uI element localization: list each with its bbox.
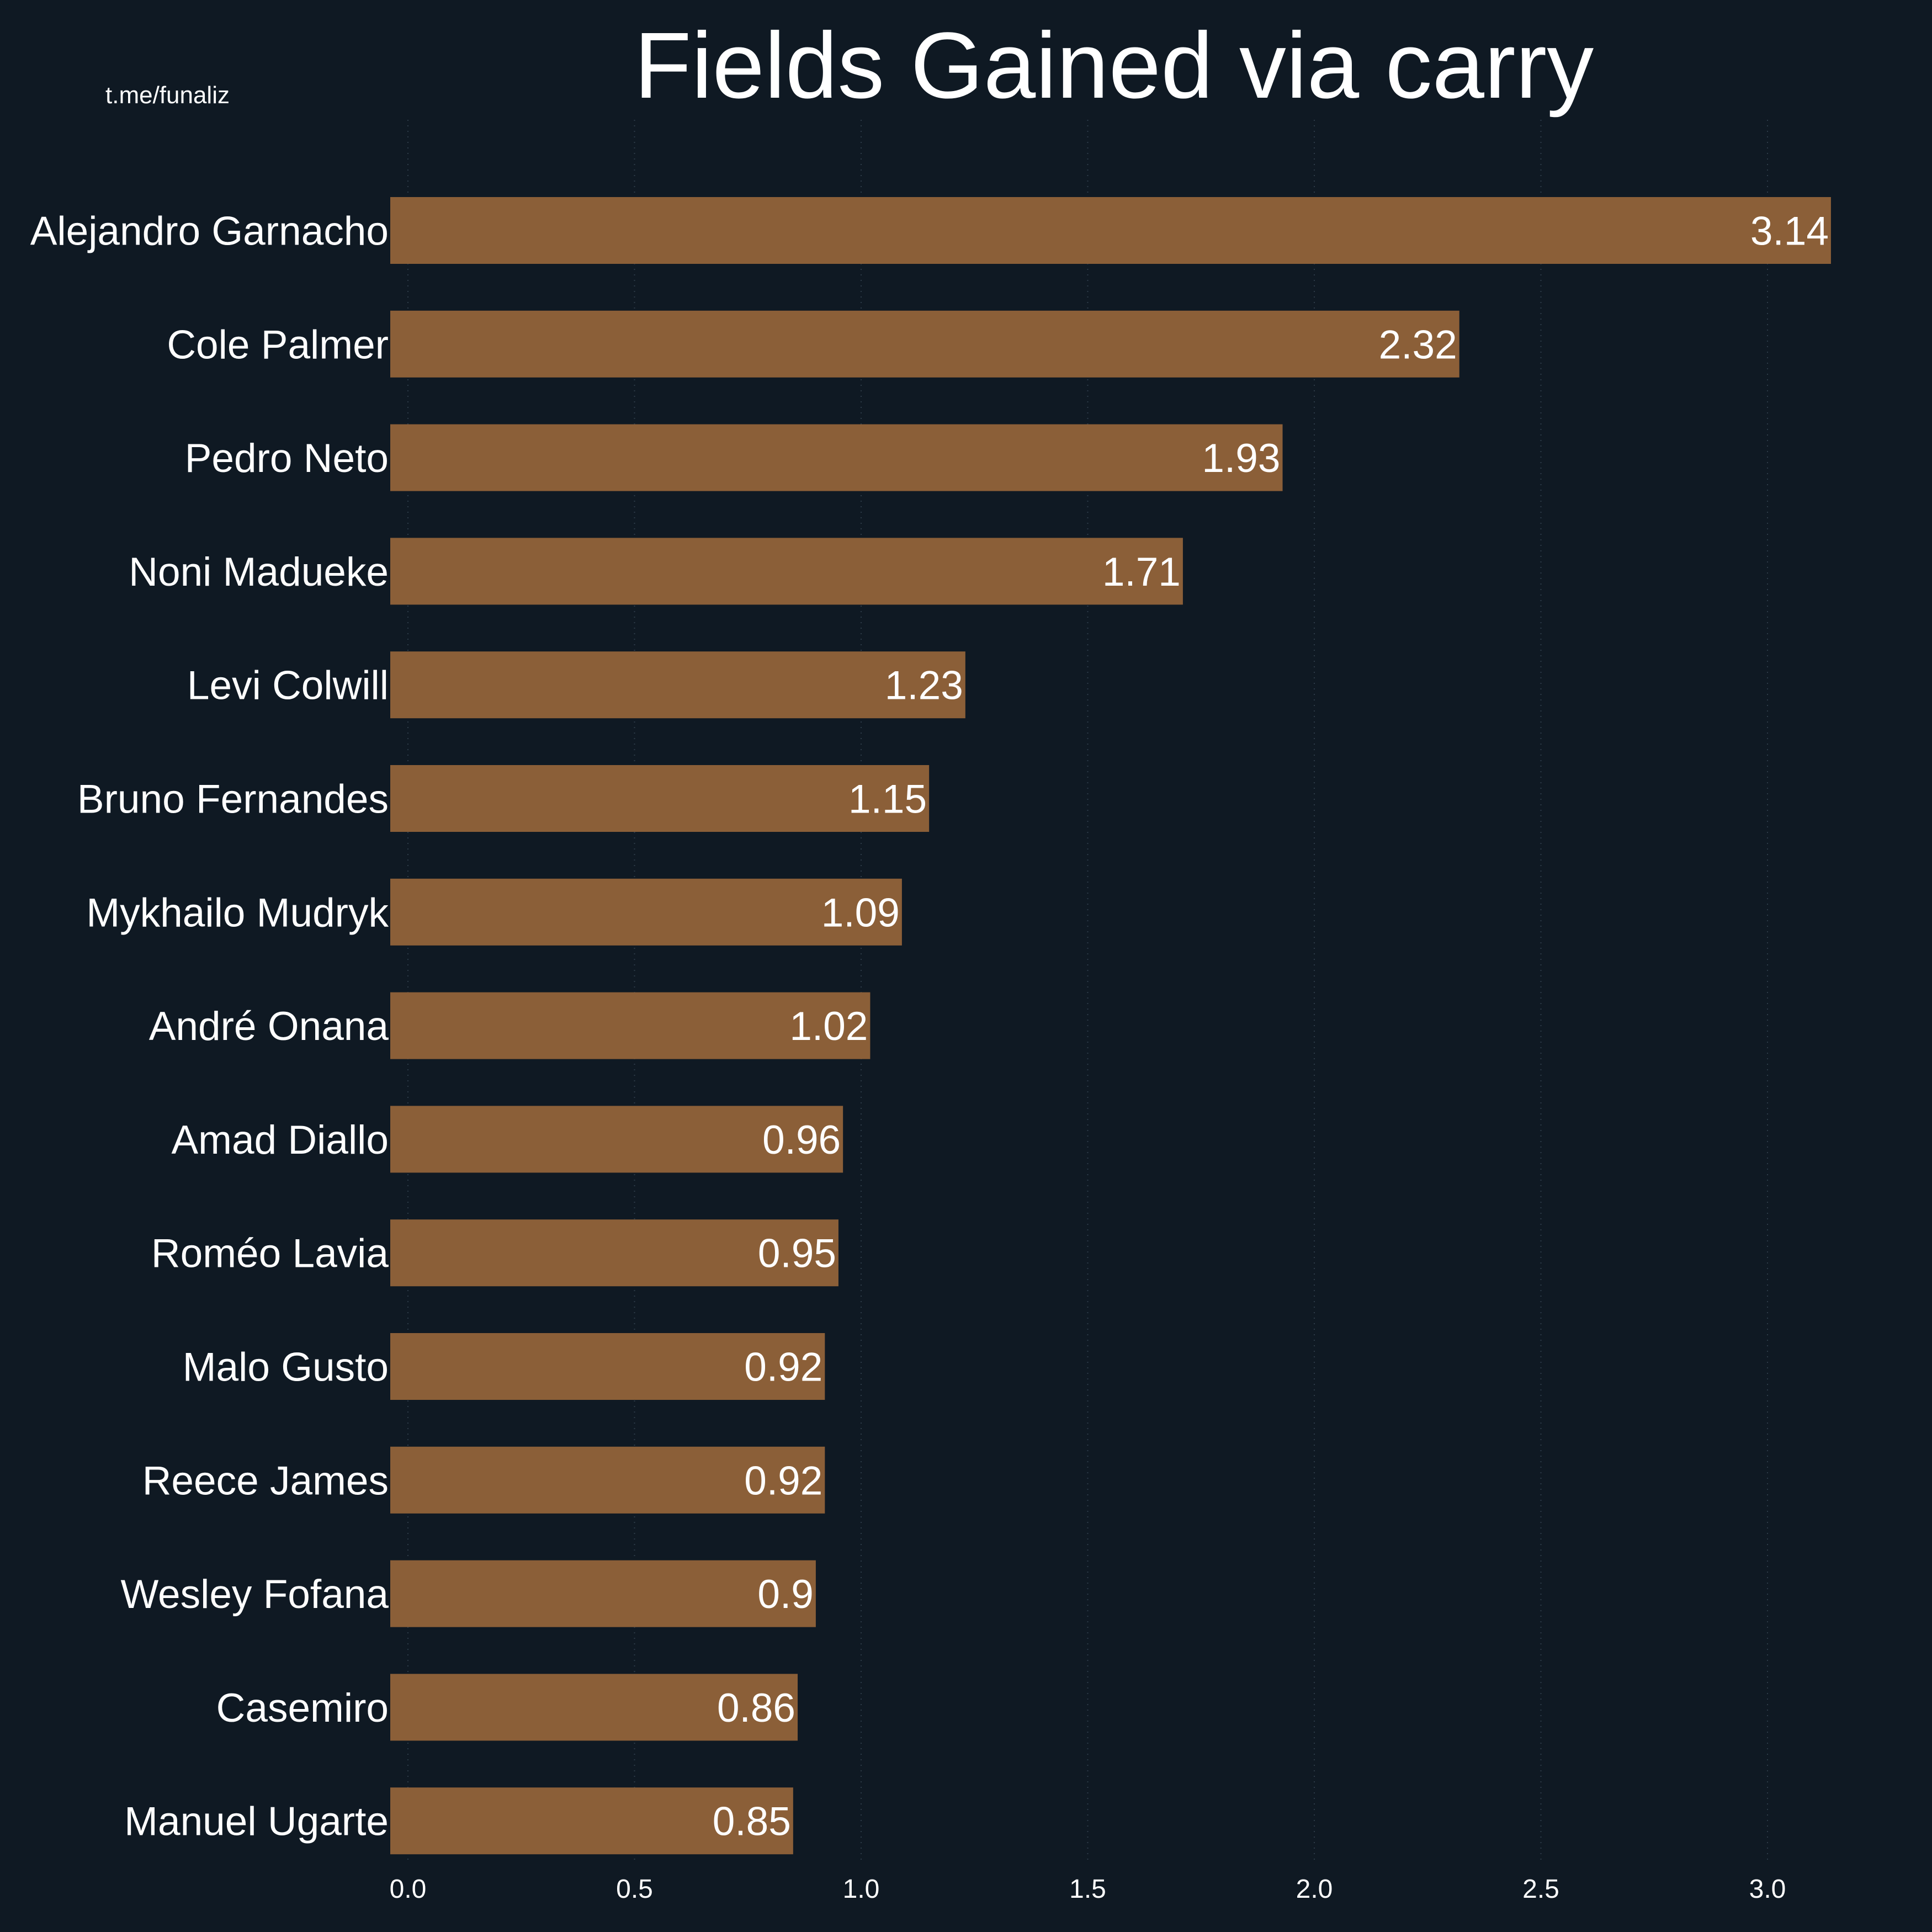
data-label: 0.9 [757, 1572, 813, 1617]
bar [390, 1446, 825, 1514]
data-label: 2.32 [1379, 322, 1457, 367]
data-label: 1.15 [848, 777, 927, 822]
data-label: 0.95 [758, 1232, 836, 1276]
y-tick-label: Noni Madueke [129, 550, 389, 595]
bar [390, 992, 871, 1059]
y-tick-label: Wesley Fofana [120, 1572, 389, 1617]
data-label: 0.85 [713, 1800, 791, 1844]
y-tick-label: Levi Colwill [187, 664, 389, 708]
watermark: t.me/funaliz [105, 82, 230, 109]
x-tick-label: 2.5 [1522, 1875, 1559, 1904]
data-label: 1.71 [1102, 550, 1181, 595]
bar [390, 538, 1183, 605]
bar [390, 651, 965, 719]
y-tick-label: André Onana [149, 1004, 389, 1049]
x-tick-label: 1.0 [843, 1875, 880, 1904]
x-tick-label: 2.0 [1296, 1875, 1333, 1904]
y-tick-label: Alejandro Garnacho [30, 209, 389, 254]
bar [390, 424, 1283, 491]
x-tick-label: 3.0 [1749, 1875, 1786, 1904]
bars [390, 197, 1831, 1855]
data-label: 1.23 [885, 664, 963, 708]
data-label: 3.14 [1750, 209, 1829, 254]
data-label: 1.93 [1202, 436, 1280, 481]
y-tick-label: Amad Diallo [171, 1118, 389, 1163]
data-label: 0.96 [762, 1118, 841, 1163]
y-tick-label: Manuel Ugarte [124, 1800, 389, 1844]
data-label: 0.86 [717, 1686, 795, 1731]
x-axis-ticks: 0.0 0.5 1.0 1.5 2.0 2.5 3.0 [390, 1875, 1786, 1904]
x-tick-label: 0.5 [616, 1875, 653, 1904]
bar [390, 310, 1459, 378]
bar [390, 1333, 825, 1400]
bar [390, 197, 1831, 264]
data-label: 1.02 [789, 1004, 868, 1049]
data-label: 0.92 [744, 1345, 822, 1390]
data-label: 1.09 [821, 890, 900, 935]
y-tick-label: Casemiro [216, 1686, 389, 1731]
bar [390, 1106, 843, 1173]
bar [390, 1674, 798, 1741]
y-tick-label: Bruno Fernandes [77, 777, 389, 822]
data-label: 0.92 [744, 1458, 822, 1503]
y-tick-label: Mykhailo Mudryk [86, 890, 389, 935]
bar [390, 1219, 838, 1287]
y-tick-label: Malo Gusto [183, 1345, 389, 1390]
y-tick-label: Reece James [142, 1458, 389, 1503]
y-tick-label: Roméo Lavia [151, 1232, 389, 1276]
y-tick-label: Pedro Neto [185, 436, 389, 481]
chart-title: Fields Gained via carry [634, 13, 1594, 118]
bar [390, 765, 930, 832]
bar [390, 878, 902, 946]
value-labels: 3.14 2.32 1.93 1.71 1.23 1.15 1.09 1.02 0.96 0.95… [713, 209, 1829, 1844]
bar [390, 1787, 793, 1855]
x-tick-label: 0.0 [390, 1875, 427, 1904]
bar [390, 1560, 816, 1627]
y-tick-label: Cole Palmer [167, 322, 389, 367]
y-axis-labels: Alejandro Garnacho Cole Palmer Pedro Neto N… [30, 209, 389, 1844]
x-tick-label: 1.5 [1069, 1875, 1106, 1904]
